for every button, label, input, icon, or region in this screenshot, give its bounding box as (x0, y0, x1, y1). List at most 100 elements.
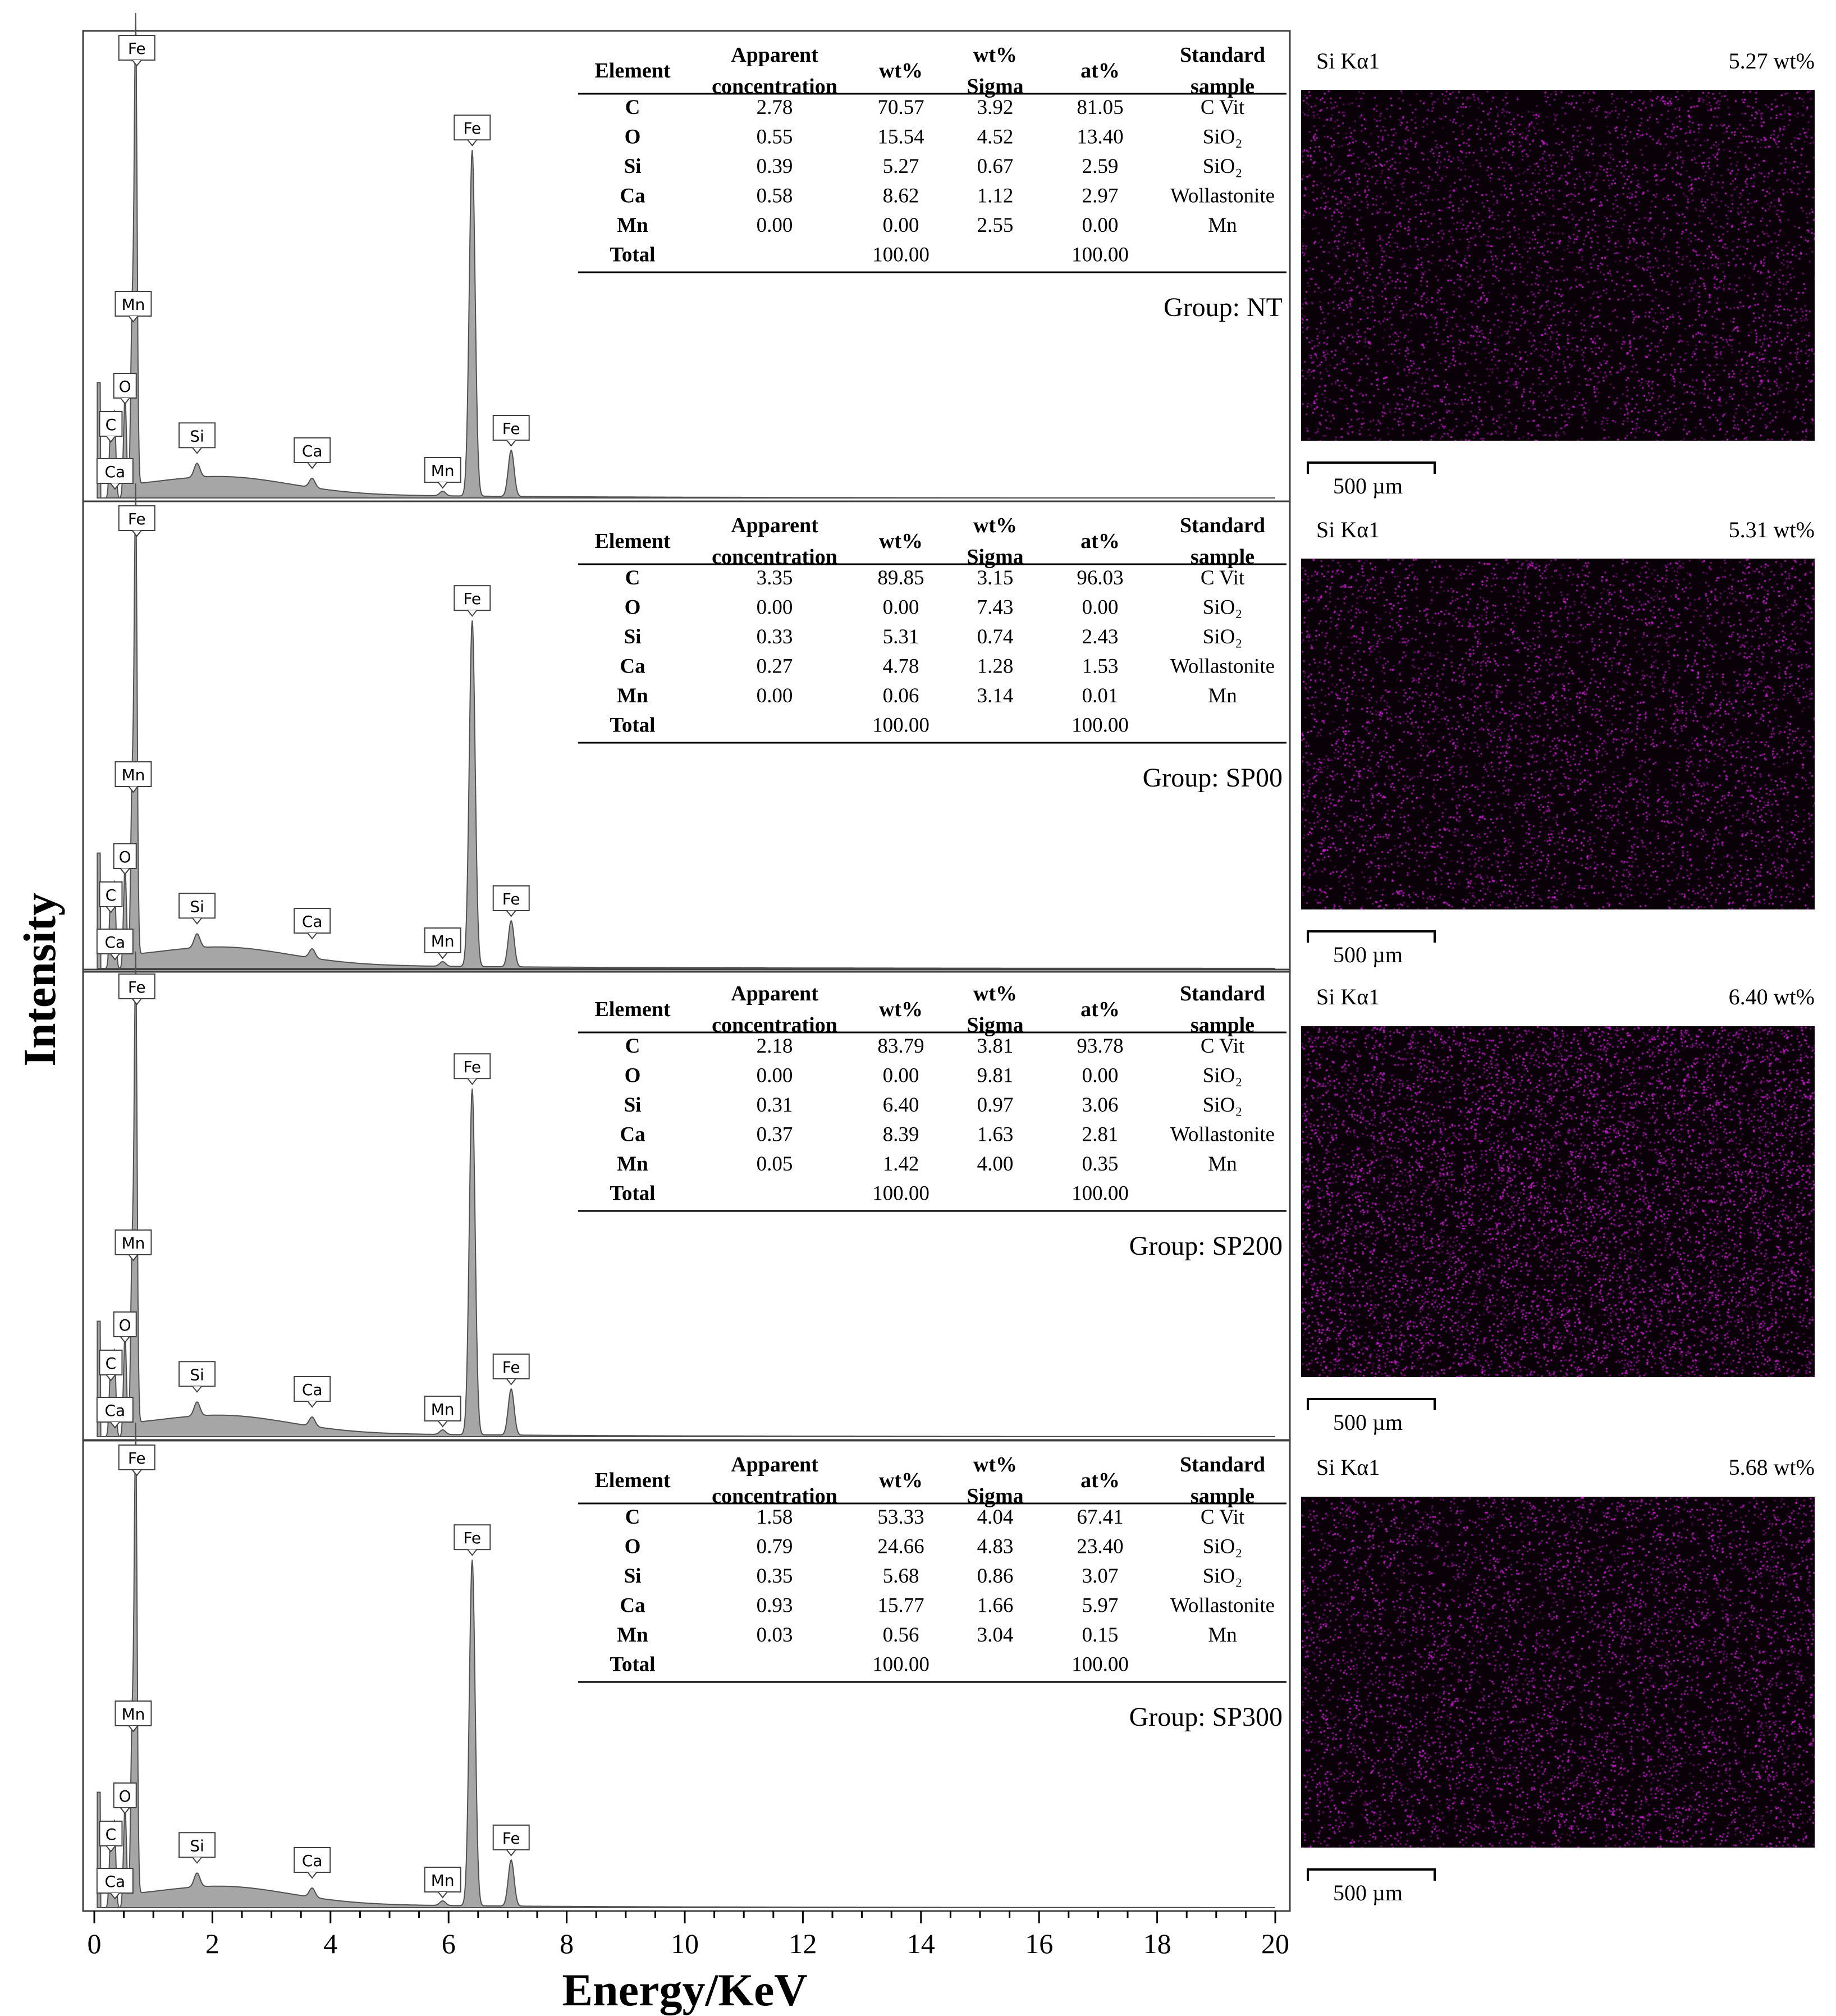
peak-label-text: Ca (104, 463, 125, 481)
peak-label-text: C (106, 1825, 117, 1844)
table-cell: 4.52 (977, 126, 1014, 149)
peak-label-text: Ca (302, 1852, 323, 1870)
table-cell: 8.39 (883, 1123, 919, 1146)
table-cell: Wollastonite (1170, 1123, 1275, 1146)
scale-bar (1307, 930, 1436, 943)
scale-bar-label: 500 µm (1333, 1410, 1403, 1435)
table-cell: 1.58 (757, 1506, 793, 1529)
si-element-map (1301, 1026, 1815, 1377)
table-cell: 5.31 (883, 625, 919, 648)
peak-label: C (99, 1350, 123, 1382)
peak-label-text: Fe (502, 1358, 520, 1377)
table-cell: C Vit (1201, 96, 1245, 119)
map-wt-value: 5.68 wt% (1728, 1455, 1815, 1480)
table-cell: 1.28 (977, 655, 1014, 678)
table-cell: 15.77 (877, 1594, 924, 1617)
panel-frame (82, 1439, 1291, 1912)
table-cell: Mn (1208, 1624, 1237, 1647)
peak-label: O (113, 1782, 137, 1814)
table-header-cell: sample (1191, 75, 1254, 98)
x-tick-label: 14 (907, 1928, 935, 1959)
table-cell: 0.00 (757, 214, 793, 237)
table-cell: 2.97 (1082, 185, 1119, 208)
table-header-cell: sample (1191, 1484, 1254, 1508)
composition-table: Element Apparent concentration wt% wt% Sigma a… (578, 514, 1286, 744)
peak-label: Fe (118, 505, 155, 537)
table-cell: Mn (617, 214, 648, 237)
table-cell: Total (610, 714, 656, 737)
peak-label-text: C (106, 415, 117, 434)
peak-label: Fe (492, 1825, 530, 1857)
map-title: Si Kα1 (1316, 48, 1380, 74)
table-cell: C (625, 1035, 640, 1058)
peak-label: Fe (118, 973, 155, 1005)
panel-frame (82, 500, 1291, 973)
spectrum-panel: CaCOMnFeSiCaMnFeFeElementApparentconcent… (82, 483, 1291, 973)
table-cell: O (625, 596, 641, 619)
table-cell: 100.00 (872, 1182, 930, 1205)
table-cell: 67.41 (1077, 1506, 1123, 1529)
group-label: Group: SP00 (1143, 763, 1283, 793)
table-cell: 0.00 (1082, 1064, 1119, 1087)
table-cell: 89.85 (877, 566, 924, 589)
peak-label: Mn (115, 1229, 152, 1261)
peak-label: Ca (96, 929, 134, 961)
peak-label-text: Mn (121, 766, 145, 784)
table-cell: 100.00 (872, 1653, 930, 1676)
table-cell: 0.03 (757, 1624, 793, 1647)
table-header-cell: sample (1191, 545, 1254, 569)
table-header-cell: concentration (712, 545, 837, 569)
table-cell: 8.62 (883, 185, 919, 208)
table-cell: 2.43 (1082, 625, 1119, 648)
table-cell: 2.55 (977, 214, 1014, 237)
peak-label-text: Mn (431, 932, 455, 950)
group-label: Group: NT (1164, 292, 1283, 322)
spectrum-area (97, 12, 1276, 499)
table-cell: 15.54 (877, 126, 924, 149)
table-header-cell: wt% (973, 514, 1017, 537)
table-cell: Si (624, 1094, 642, 1117)
table-cell: Si (624, 155, 642, 178)
peak-label-text: Fe (463, 1058, 481, 1076)
x-tick-label: 12 (789, 1928, 817, 1959)
table-cell: 24.66 (877, 1535, 924, 1558)
table-cell: SiO₂ (1203, 155, 1242, 178)
map-wt-value: 5.31 wt% (1728, 517, 1815, 542)
peak-label-text: Mn (431, 1871, 455, 1890)
table-cell: 0.74 (977, 625, 1014, 648)
table-header-cell: at% (1080, 998, 1120, 1021)
peak-label-text: Fe (463, 1529, 481, 1547)
table-cell: 81.05 (1077, 96, 1123, 119)
table-cell: 0.00 (757, 596, 793, 619)
peak-label: Fe (454, 1524, 491, 1556)
scale-bar-label: 500 µm (1333, 1880, 1403, 1905)
peak-label-text: Ca (104, 1872, 125, 1891)
table-header-cell: wt% (879, 1469, 923, 1492)
peak-label-text: O (119, 1316, 131, 1334)
table-cell: 3.06 (1082, 1094, 1119, 1117)
table-cell: Ca (620, 1123, 645, 1146)
group-label: Group: SP200 (1129, 1231, 1283, 1261)
table-header-cell: at% (1080, 529, 1120, 553)
table-cell: 3.15 (977, 566, 1014, 589)
table-header-cell: wt% (973, 982, 1017, 1005)
peak-label: Si (178, 1361, 216, 1393)
table-header-cell: Standard (1180, 1453, 1265, 1476)
table-cell: 0.00 (1082, 596, 1119, 619)
map-title: Si Kα1 (1316, 517, 1380, 542)
table-cell: 100.00 (872, 714, 930, 737)
table-cell: Si (624, 1565, 642, 1588)
table-cell: 1.12 (977, 185, 1014, 208)
table-cell: 2.81 (1082, 1123, 1119, 1146)
peak-label-text: Fe (128, 978, 146, 996)
table-cell: 4.00 (977, 1153, 1014, 1176)
map-title: Si Kα1 (1316, 984, 1380, 1009)
peak-label: C (99, 1821, 123, 1853)
table-cell: 3.92 (977, 96, 1014, 119)
composition-table: Element Apparent concentration wt% wt% Sigma a… (578, 982, 1286, 1212)
table-header-cell: Apparent (731, 514, 818, 537)
table-header-cell: Element (594, 59, 670, 83)
peak-label: Si (178, 1832, 216, 1864)
table-header-cell: Sigma (967, 545, 1023, 569)
